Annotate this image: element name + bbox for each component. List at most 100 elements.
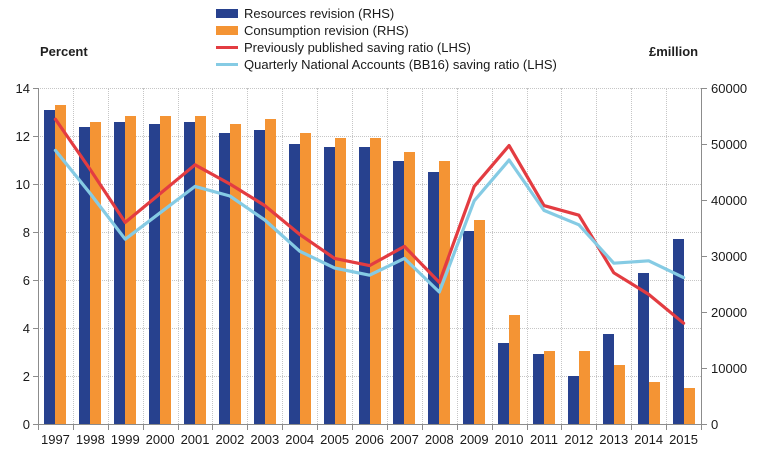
vertical-gridline (456, 88, 458, 424)
vertical-gridline (247, 88, 249, 424)
right-axis-tick (702, 312, 707, 313)
bar-consumption-1997 (55, 104, 67, 424)
horizontal-gridline (38, 87, 701, 89)
bar-consumption-2002 (229, 124, 241, 424)
x-axis-tick-label: 2005 (320, 432, 350, 447)
left-axis-tick (33, 136, 38, 137)
vertical-gridline (386, 88, 388, 424)
bottom-axis-tick (38, 425, 39, 430)
legend-item: Previously published saving ratio (LHS) (216, 39, 557, 56)
bottom-axis-tick (352, 425, 354, 430)
bottom-axis-tick (247, 425, 249, 430)
legend-item: Resources revision (RHS) (216, 5, 557, 22)
legend: Resources revision (RHS) Consumption revi… (216, 5, 557, 73)
bar-resources-2009 (463, 230, 475, 424)
bar-consumption-2001 (195, 116, 207, 424)
right-axis-tick (702, 200, 707, 201)
right-axis-tick-label: 50000 (711, 137, 748, 152)
x-axis-tick-label: 1997 (40, 432, 70, 447)
left-axis-tick-label: 12 (15, 129, 30, 144)
x-axis-tick-label: 2006 (355, 432, 384, 447)
bar-consumption-2008 (439, 160, 451, 424)
bar-resources-2007 (393, 160, 405, 424)
bar-consumption-2007 (404, 152, 416, 424)
vertical-gridline (561, 88, 563, 424)
bar-resources-2008 (428, 172, 440, 424)
legend-swatch-bar (216, 9, 238, 18)
bottom-axis-tick (177, 425, 179, 430)
bottom-axis-tick (142, 425, 144, 430)
left-axis-tick-label: 8 (22, 225, 30, 240)
vertical-gridline (526, 88, 528, 424)
bar-consumption-2003 (264, 118, 276, 424)
left-axis-tick-label: 2 (22, 369, 30, 384)
legend-swatch-line (216, 46, 238, 49)
right-axis-tick-label: 20000 (711, 305, 748, 320)
legend-swatch-bar (216, 26, 238, 35)
bar-resources-2000 (149, 124, 161, 424)
bar-resources-2010 (498, 342, 510, 424)
right-axis-tick-label: 0 (711, 417, 719, 432)
bar-resources-2011 (532, 354, 544, 424)
right-axis-tick-label: 30000 (711, 249, 748, 264)
legend-item-label: Previously published saving ratio (LHS) (244, 40, 471, 55)
x-axis-tick-label: 2013 (599, 432, 629, 447)
x-axis-tick-label: 2011 (529, 432, 558, 447)
left-axis-tick-label: 10 (15, 177, 30, 192)
legend-item-label: Quarterly National Accounts (BB16) savin… (244, 57, 557, 72)
bar-consumption-2015 (683, 387, 695, 424)
vertical-gridline (72, 88, 74, 424)
bottom-axis-tick (666, 425, 668, 430)
left-axis-tick (33, 232, 38, 233)
bar-resources-2015 (672, 239, 684, 424)
bar-consumption-2000 (160, 116, 172, 424)
bottom-axis-tick (72, 425, 74, 430)
left-axis-line (38, 88, 39, 424)
x-axis-tick-label: 2014 (634, 432, 664, 447)
vertical-gridline (142, 88, 144, 424)
left-axis-tick-label: 6 (22, 273, 30, 288)
x-axis-tick-label: 2015 (669, 432, 698, 447)
x-axis-tick-label: 2002 (215, 432, 245, 447)
bar-consumption-2010 (509, 314, 521, 424)
bar-resources-2004 (288, 144, 300, 424)
legend-item-label: Consumption revision (RHS) (244, 23, 409, 38)
bar-consumption-2006 (369, 138, 381, 424)
bar-resources-2014 (637, 272, 649, 424)
bar-resources-1997 (44, 110, 56, 424)
bottom-axis-tick (212, 425, 214, 430)
bar-resources-1998 (79, 127, 91, 424)
bar-resources-2001 (184, 121, 196, 424)
left-axis-tick (33, 424, 38, 425)
bar-resources-2003 (253, 130, 265, 424)
right-axis-tick (702, 424, 707, 425)
legend-item-label: Resources revision (RHS) (244, 6, 395, 21)
bar-consumption-2014 (648, 382, 660, 424)
right-axis-tick (702, 256, 707, 257)
bar-resources-2013 (602, 334, 614, 424)
bar-consumption-2012 (578, 351, 590, 424)
bar-consumption-2005 (334, 138, 346, 424)
bottom-axis-tick (456, 425, 458, 430)
bottom-axis-tick (282, 425, 284, 430)
right-axis-tick (702, 144, 707, 145)
vertical-gridline (596, 88, 598, 424)
vertical-gridline (212, 88, 214, 424)
bar-consumption-2011 (543, 351, 555, 424)
x-axis-tick-label: 2001 (180, 432, 210, 447)
bar-consumption-1998 (90, 121, 102, 424)
x-axis-tick-label: 2008 (424, 432, 454, 447)
right-axis-tick (702, 368, 707, 369)
left-axis-tick (33, 88, 38, 89)
x-axis-tick-label: 2010 (494, 432, 524, 447)
bar-resources-2005 (323, 146, 335, 424)
bottom-axis-tick (526, 425, 528, 430)
right-axis-tick-label: 40000 (711, 193, 748, 208)
vertical-gridline (317, 88, 319, 424)
right-axis-title: £million (649, 44, 699, 59)
left-axis-tick (33, 376, 38, 377)
vertical-gridline (352, 88, 354, 424)
bottom-axis-tick (107, 425, 109, 430)
x-axis-tick-label: 2003 (250, 432, 280, 447)
